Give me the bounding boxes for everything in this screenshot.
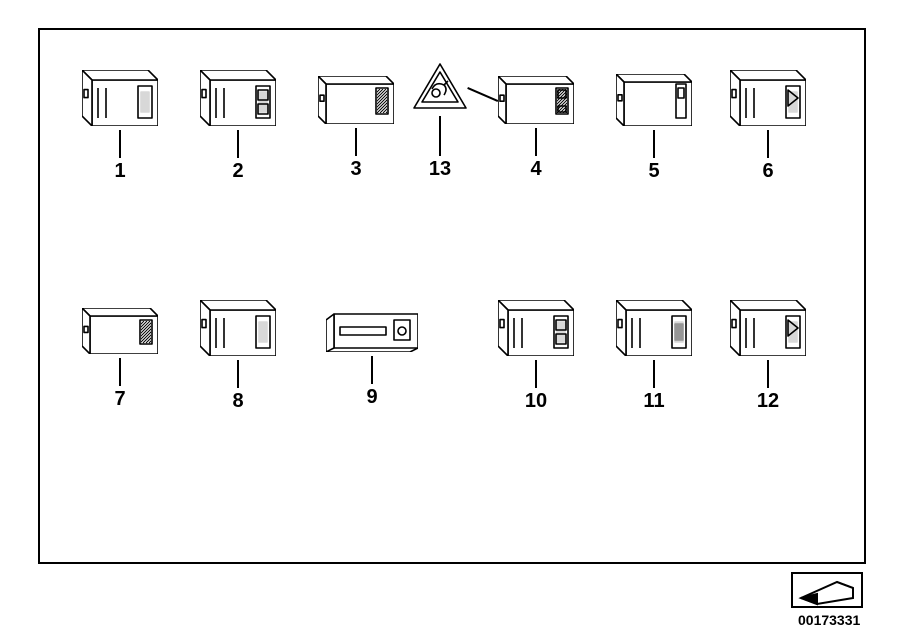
part-2: 2 bbox=[200, 70, 276, 183]
part-number-label: 10 bbox=[498, 390, 574, 413]
leader-line bbox=[439, 116, 441, 156]
part-number-label: 8 bbox=[200, 390, 276, 413]
leader-line bbox=[767, 130, 769, 158]
corner-arrow-icon bbox=[791, 572, 863, 608]
part-number-label: 1 bbox=[82, 160, 158, 183]
part-4: 4 bbox=[498, 76, 574, 181]
leader-line bbox=[355, 128, 357, 156]
leader-line bbox=[371, 356, 373, 384]
leader-line bbox=[653, 360, 655, 388]
part-number-label: 4 bbox=[498, 158, 574, 181]
part-10: 10 bbox=[498, 300, 574, 413]
part-number-label: 2 bbox=[200, 160, 276, 183]
part-11: 11 bbox=[616, 300, 692, 413]
leader-line bbox=[767, 360, 769, 388]
part-13: 13 bbox=[412, 62, 468, 181]
part-number-label: 3 bbox=[318, 158, 394, 181]
leader-line bbox=[119, 358, 121, 386]
part-number-label: 12 bbox=[730, 390, 806, 413]
part-number-label: 6 bbox=[730, 160, 806, 183]
part-number-label: 7 bbox=[82, 388, 158, 411]
leader-line bbox=[653, 130, 655, 158]
part-8: 8 bbox=[200, 300, 276, 413]
leader-line bbox=[535, 128, 537, 156]
part-12: 12 bbox=[730, 300, 806, 413]
part-5: 5 bbox=[616, 74, 692, 183]
part-number-label: 5 bbox=[616, 160, 692, 183]
part-7: 7 bbox=[82, 308, 158, 411]
part-number-label: 9 bbox=[326, 386, 418, 409]
part-3: 3 bbox=[318, 76, 394, 181]
part-number-label: 11 bbox=[616, 390, 692, 413]
part-1: 1 bbox=[82, 70, 158, 183]
leader-line bbox=[237, 130, 239, 158]
part-6: 6 bbox=[730, 70, 806, 183]
leader-line bbox=[535, 360, 537, 388]
part-9: 9 bbox=[326, 310, 418, 409]
part-number-label: 13 bbox=[412, 158, 468, 181]
leader-line bbox=[237, 360, 239, 388]
document-id: 00173331 bbox=[798, 612, 860, 628]
leader-line bbox=[119, 130, 121, 158]
